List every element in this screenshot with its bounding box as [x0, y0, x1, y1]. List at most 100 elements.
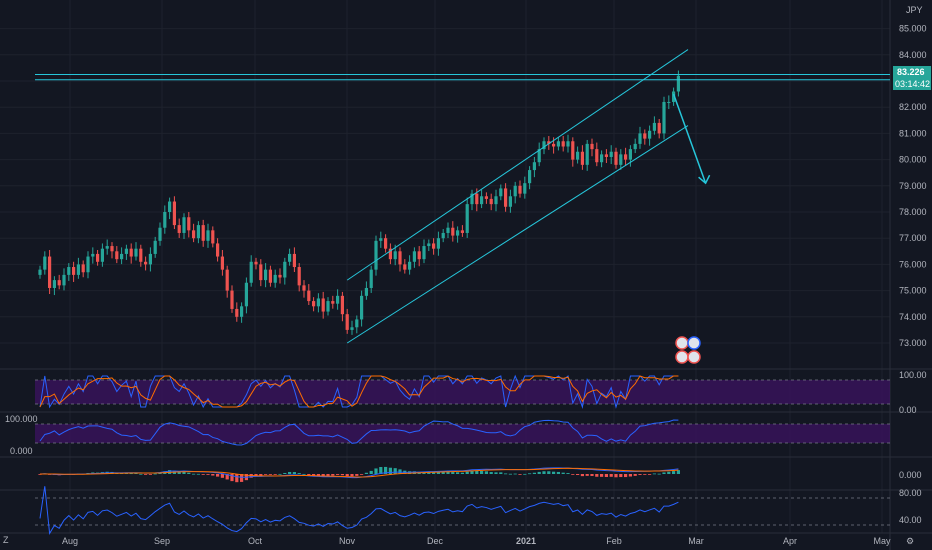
- macd-histogram-bar: [196, 473, 200, 475]
- macd-histogram-bar: [297, 473, 301, 474]
- alert-icon[interactable]: [675, 336, 689, 350]
- candle-body: [211, 230, 215, 244]
- candle-body: [316, 298, 320, 307]
- candles[interactable]: [38, 70, 680, 335]
- indicator-lines: [38, 374, 680, 535]
- macd-histogram-bar: [451, 472, 455, 474]
- macd-histogram-bar: [561, 472, 565, 474]
- candle-body: [115, 251, 119, 260]
- macd-histogram-bar: [470, 470, 474, 474]
- macd-histogram-bar: [456, 472, 460, 474]
- macd-histogram-bar: [460, 472, 464, 474]
- macd-histogram-bar: [508, 473, 512, 475]
- macd-histogram-bar: [523, 473, 527, 475]
- candle-body: [153, 240, 157, 254]
- alert-icons[interactable]: [675, 336, 701, 364]
- macd-histogram-bar: [595, 474, 599, 477]
- macd-histogram-bar: [139, 473, 143, 475]
- macd-histogram-bar: [480, 470, 484, 474]
- macd-histogram-bar: [254, 474, 258, 477]
- candle-body: [451, 227, 455, 236]
- alert-icon[interactable]: [687, 336, 701, 350]
- macd-histogram-bar: [144, 474, 148, 475]
- candle-body: [148, 253, 152, 265]
- macd-histogram-bar: [187, 472, 191, 474]
- candle-body: [604, 154, 608, 157]
- macd-histogram-bar: [220, 474, 224, 478]
- candle-body: [312, 301, 316, 307]
- price-tick-label: 75.000: [899, 286, 927, 296]
- candle-body: [595, 149, 599, 163]
- macd-histogram-bar: [484, 471, 488, 474]
- candle-body: [532, 162, 536, 171]
- macd-histogram-bar: [494, 472, 498, 474]
- candle-body: [91, 253, 95, 257]
- macd-histogram-bar: [542, 471, 546, 474]
- macd-histogram-bar: [657, 473, 661, 475]
- candle-body: [302, 285, 306, 291]
- price-axis[interactable]: 85.00084.00083.00082.00081.00080.00079.0…: [899, 24, 927, 348]
- corner-left-label[interactable]: Z: [3, 535, 9, 545]
- stochrsi-line: [39, 419, 679, 446]
- candle-body: [475, 193, 479, 205]
- candle-body: [273, 274, 277, 283]
- macd-histogram-bar: [134, 473, 138, 475]
- time-tick-label: Nov: [339, 536, 356, 546]
- macd-histogram-bar: [379, 467, 383, 474]
- stoch-d-line: [39, 375, 679, 408]
- candle-body: [86, 256, 90, 273]
- candle-body: [619, 154, 623, 165]
- stoch-k-line: [39, 374, 679, 409]
- candle-body: [547, 141, 551, 144]
- candle-body: [120, 253, 124, 260]
- macd-histogram-bar: [369, 470, 373, 474]
- currency-label: JPY: [906, 5, 923, 15]
- candle-body: [480, 196, 484, 205]
- macd-histogram-bar: [384, 466, 388, 474]
- macd-histogram-bar: [345, 474, 349, 477]
- candle-body: [177, 225, 181, 233]
- candle-body: [609, 151, 613, 157]
- macd-histogram-bar: [316, 474, 320, 476]
- macd-histogram-bar: [566, 473, 570, 474]
- candle-body: [417, 251, 421, 260]
- candle-body: [259, 264, 263, 281]
- candle-body: [355, 319, 359, 328]
- macd-histogram-bar: [633, 474, 637, 476]
- macd-histogram-bar: [268, 474, 272, 475]
- candle-body: [110, 246, 114, 252]
- macd-histogram-bar: [307, 474, 311, 475]
- candle-body: [254, 261, 258, 265]
- candle-body: [230, 290, 234, 309]
- time-axis[interactable]: Aug Sep Oct Nov Dec 2021 Feb Mar Apr May: [62, 536, 891, 546]
- indicator-axis-label: 0.000: [899, 470, 922, 480]
- candle-body: [52, 280, 56, 288]
- candle-body: [326, 301, 330, 312]
- candle-body: [484, 196, 488, 199]
- time-tick-label: May: [873, 536, 891, 546]
- macd-histogram-bar: [388, 467, 392, 474]
- macd-histogram-bar: [672, 471, 676, 474]
- candle-body: [638, 133, 642, 144]
- candle-body: [643, 133, 647, 139]
- macd-histogram-bar: [504, 473, 508, 475]
- macd-histogram-bar: [360, 474, 364, 475]
- macd-histogram-bar: [374, 468, 378, 474]
- macd-histogram-bar: [537, 471, 541, 474]
- macd-signal-line: [39, 467, 679, 478]
- candle-body: [331, 301, 335, 304]
- macd-histogram-bar: [240, 474, 244, 482]
- candle-body: [201, 225, 205, 241]
- candle-body: [72, 267, 76, 275]
- candle-body: [124, 248, 128, 254]
- settings-gear-icon[interactable]: ⚙: [906, 536, 914, 546]
- alert-icon[interactable]: [675, 350, 689, 364]
- overlays[interactable]: [35, 49, 890, 344]
- candle-body: [292, 253, 296, 268]
- price-tag-countdown: 03:14:42: [895, 79, 930, 89]
- alert-icon[interactable]: [687, 350, 701, 364]
- candle-body: [441, 232, 445, 239]
